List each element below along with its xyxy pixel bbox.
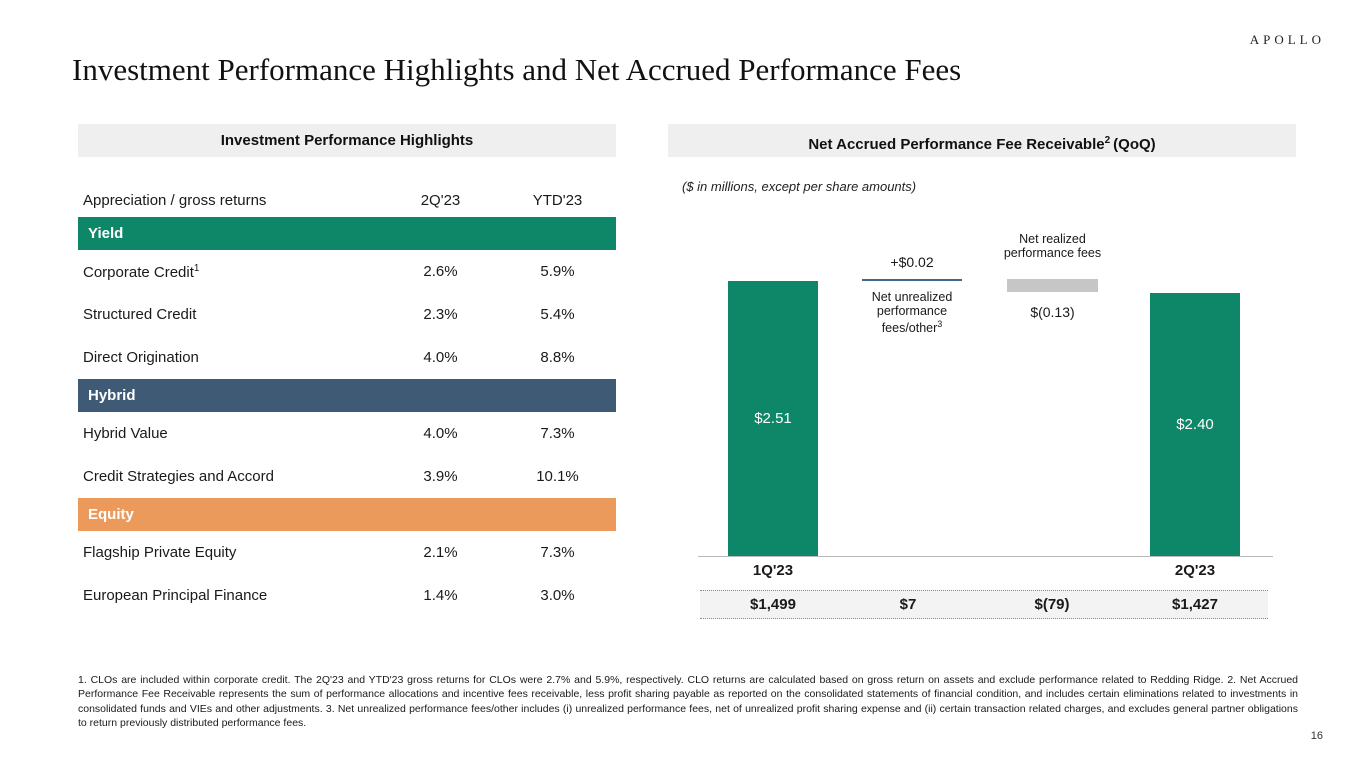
bar-1q23-value: $2.51	[754, 410, 792, 427]
row-2q23-value: 3.9%	[423, 468, 458, 485]
x-axis-label-1q23: 1Q'23	[752, 562, 794, 579]
row-ytd23-value: 8.8%	[540, 349, 575, 366]
row-label: Flagship Private Equity	[83, 544, 237, 561]
col-header-ytd23: YTD'23	[532, 191, 583, 209]
total-1q23: $1,499	[750, 596, 796, 613]
table-row-direct-origination: Direct Origination 4.0% 8.8%	[78, 336, 616, 379]
row-2q23-value: 2.6%	[423, 263, 458, 280]
units-note: ($ in millions, except per share amounts…	[682, 179, 917, 194]
row-2q23-value: 4.0%	[423, 425, 458, 442]
unrealized-fees-label: Net unrealized performance fees/other3	[871, 290, 953, 335]
table-row-structured-credit: Structured Credit 2.3% 5.4%	[78, 293, 616, 336]
col-header-label: Appreciation / gross returns	[83, 191, 267, 209]
page-number: 16	[1310, 730, 1323, 742]
row-label: Credit Strategies and Accord	[83, 468, 274, 485]
right-panel-header: Net Accrued Performance Fee Receivable2(…	[668, 124, 1296, 157]
row-label: European Principal Finance	[83, 587, 268, 604]
bar-2q23-value: $2.40	[1176, 416, 1214, 433]
total-realized: $(79)	[1034, 596, 1070, 613]
table-row-european-principal-finance: European Principal Finance 1.4% 3.0%	[78, 574, 616, 617]
total-2q23: $1,427	[1172, 596, 1218, 613]
bar-2q23: $2.40	[1150, 293, 1240, 556]
x-axis-label-2q23: 2Q'23	[1174, 562, 1216, 579]
total-unrealized: $7	[899, 596, 917, 613]
bar-1q23: $2.51	[728, 281, 818, 556]
row-ytd23-value: 10.1%	[536, 468, 579, 485]
row-label: Hybrid Value	[83, 425, 168, 442]
footnotes: 1. CLOs are included within corporate cr…	[78, 674, 1298, 730]
col-header-2q23: 2Q'23	[420, 191, 461, 209]
table-row-corporate-credit: Corporate Credit1 2.6% 5.9%	[78, 250, 616, 293]
realized-fees-bar	[1007, 279, 1098, 292]
row-ytd23-value: 5.9%	[540, 263, 575, 280]
unrealized-fees-connector-line	[862, 279, 962, 281]
row-ytd23-value: 7.3%	[540, 544, 575, 561]
row-2q23-value: 2.3%	[423, 306, 458, 323]
table-row-hybrid-value: Hybrid Value 4.0% 7.3%	[78, 412, 616, 455]
section-header-equity: Equity	[78, 498, 616, 531]
left-panel-header: Investment Performance Highlights	[78, 124, 616, 157]
table-row-flagship-pe: Flagship Private Equity 2.1% 7.3%	[78, 531, 616, 574]
row-2q23-value: 2.1%	[423, 544, 458, 561]
row-label: Direct Origination	[83, 349, 199, 366]
realized-fees-label: Net realized performance fees	[1003, 232, 1102, 261]
row-label: Corporate Credit1	[83, 262, 200, 281]
header-qoq-suffix: (QoQ)	[1113, 136, 1156, 153]
apollo-logo: APOLLO	[1249, 32, 1325, 47]
row-2q23-value: 4.0%	[423, 349, 458, 366]
table-column-headers: Appreciation / gross returns 2Q'23 YTD'2…	[78, 183, 616, 217]
footnote-ref-2: 2	[1104, 135, 1111, 146]
page-title: Investment Performance Highlights and Ne…	[72, 52, 962, 87]
table-row-credit-strategies: Credit Strategies and Accord 3.9% 10.1%	[78, 455, 616, 498]
totals-row: $1,499 $7 $(79) $1,427	[700, 590, 1268, 619]
footnote-ref-3: 3	[937, 318, 943, 329]
row-label: Structured Credit	[83, 306, 197, 323]
footnote-ref-1: 1	[193, 262, 200, 274]
unrealized-fees-value: +$0.02	[890, 254, 934, 270]
net-accrued-fee-panel: Net Accrued Performance Fee Receivable2(…	[668, 124, 1296, 629]
row-ytd23-value: 7.3%	[540, 425, 575, 442]
row-2q23-value: 1.4%	[423, 587, 458, 604]
performance-table: Appreciation / gross returns 2Q'23 YTD'2…	[78, 183, 616, 617]
section-header-hybrid: Hybrid	[78, 379, 616, 412]
x-axis-line	[698, 556, 1273, 557]
section-header-yield: Yield	[78, 217, 616, 250]
realized-fees-value: $(0.13)	[1030, 304, 1075, 320]
row-ytd23-value: 5.4%	[540, 306, 575, 323]
investment-performance-panel: Investment Performance Highlights Apprec…	[78, 124, 616, 617]
row-ytd23-value: 3.0%	[540, 587, 575, 604]
